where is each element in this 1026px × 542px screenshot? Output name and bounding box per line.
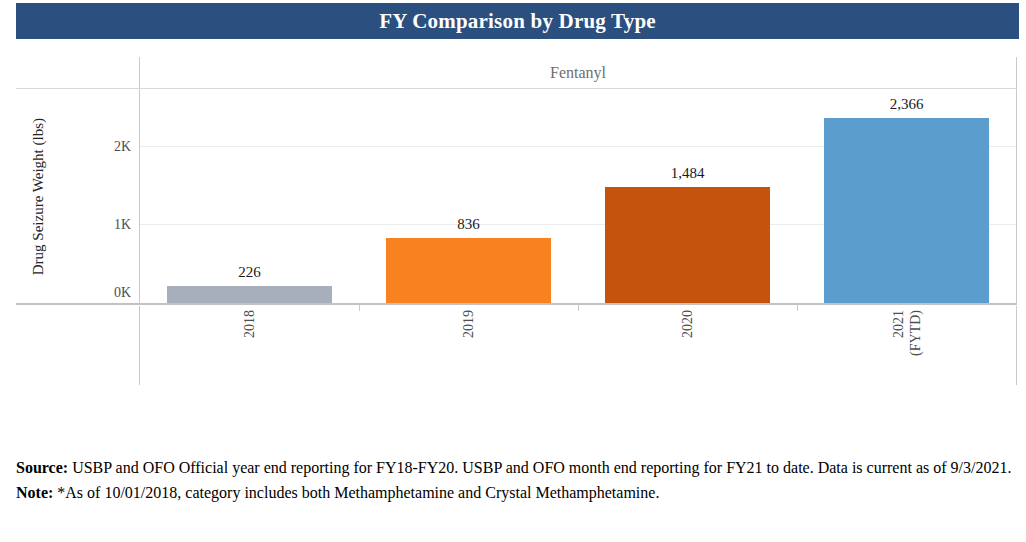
x-axis-labels: 2018 2019 2020 2021(FYTD) xyxy=(139,306,1017,385)
bar-column: 226 xyxy=(140,89,359,304)
category-note: Note: *As of 10/01/2018, category includ… xyxy=(16,480,1020,505)
chart-title-banner: FY Comparison by Drug Type xyxy=(16,3,1019,39)
bar-column: 836 xyxy=(359,89,578,304)
x-tick-label-2020: 2020 xyxy=(679,310,696,338)
x-label-cell: 2019 xyxy=(359,306,578,385)
x-tick-label-2021-FYTD-: 2021(FYTD) xyxy=(890,310,924,356)
plot-area: 226 836 1,484 2,366 xyxy=(139,89,1017,304)
note-text: *As of 10/01/2018, category includes bot… xyxy=(53,484,659,501)
y-axis-ticks: 0K 1K 2K xyxy=(92,89,131,304)
source-text: USBP and OFO Official year end reporting… xyxy=(68,459,1011,476)
bar-value-label: 2,366 xyxy=(797,96,1016,112)
x-tick-label-2019: 2019 xyxy=(460,310,477,338)
bar-2020[interactable] xyxy=(605,187,769,304)
bar-column: 1,484 xyxy=(578,89,797,304)
y-axis-label: Drug Seizure Weight (lbs) xyxy=(30,118,47,275)
x-axis-baseline xyxy=(16,303,1017,305)
x-label-cell: 2021(FYTD) xyxy=(797,306,1016,385)
footnotes: Source: USBP and OFO Official year end r… xyxy=(16,455,1020,505)
y-tick-label: 1K xyxy=(92,216,131,234)
x-tick-label-2018: 2018 xyxy=(241,310,258,338)
bar-value-label: 836 xyxy=(359,216,578,232)
bar-2018[interactable] xyxy=(167,286,331,304)
x-label-cell: 2020 xyxy=(578,306,797,385)
source-note: Source: USBP and OFO Official year end r… xyxy=(16,455,1020,480)
y-tick-label: 2K xyxy=(92,138,131,156)
note-label: Note: xyxy=(16,484,53,501)
source-label: Source: xyxy=(16,459,68,476)
bar-column: 2,366 xyxy=(797,89,1016,304)
bar-value-label: 226 xyxy=(140,264,359,280)
bar-2019[interactable] xyxy=(386,238,550,304)
bar-2021 (FYTD)[interactable] xyxy=(824,118,988,304)
panel-header: Fentanyl xyxy=(139,57,1017,88)
x-label-cell: 2018 xyxy=(140,306,359,385)
chart-title: FY Comparison by Drug Type xyxy=(379,9,656,34)
y-tick-label: 0K xyxy=(92,284,131,302)
dashboard: FY Comparison by Drug Type Fentanyl Drug… xyxy=(0,0,1026,542)
bar-value-label: 1,484 xyxy=(578,165,797,181)
y-axis-label-holder: Drug Seizure Weight (lbs) xyxy=(28,89,48,304)
panel-title: Fentanyl xyxy=(550,64,606,82)
